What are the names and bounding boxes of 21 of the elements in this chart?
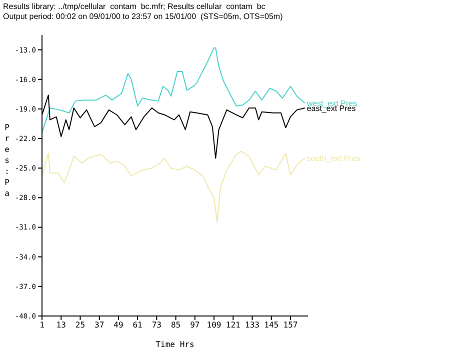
x-tick-label: 145 xyxy=(264,320,279,330)
line-series xyxy=(42,150,306,223)
x-tick-label: 85 xyxy=(170,320,181,330)
x-tick-label: 133 xyxy=(245,320,260,330)
x-tick-label: 157 xyxy=(283,320,298,330)
x-tick-label: 25 xyxy=(75,320,86,330)
x-tick-label: 109 xyxy=(206,320,222,330)
x-tick-label: 73 xyxy=(152,320,162,330)
x-tick-label: 121 xyxy=(226,320,241,330)
x-tick-label: 13 xyxy=(56,320,66,330)
x-tick-label: 61 xyxy=(132,320,143,330)
x-tick-label: 1 xyxy=(40,320,45,330)
y-axis-title: Pres: Pa xyxy=(4,123,10,198)
x-tick-label: 49 xyxy=(114,320,124,330)
series-label: south_ext Pres xyxy=(306,154,360,164)
x-axis-title: Time Hrs xyxy=(156,340,194,349)
line-series xyxy=(42,47,306,134)
x-tick-label: 37 xyxy=(94,320,104,330)
chart-title: Results library: ../tmp/cellular contam bc.mfr; Results cellular contam bc xyxy=(3,2,266,12)
chart-subtitle: Output period: 00:02 on 09/01/00 to 23:57 on 15/01/00 (STS=05m, OTS=05m) xyxy=(3,12,283,22)
x-tick-label: 97 xyxy=(190,320,200,330)
